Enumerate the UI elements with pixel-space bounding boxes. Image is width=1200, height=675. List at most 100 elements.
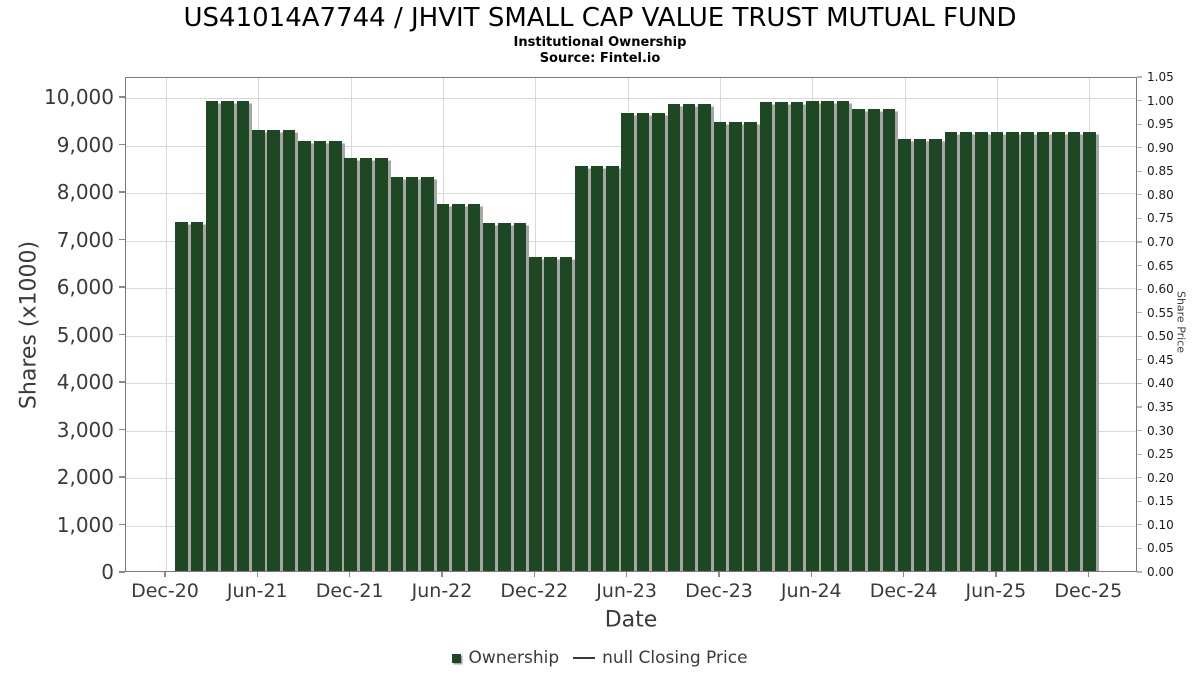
x-tick-mark bbox=[256, 572, 258, 577]
x-tick-label: Dec-20 bbox=[131, 580, 199, 602]
x-tick-mark bbox=[164, 572, 166, 577]
ownership-bar bbox=[867, 109, 881, 571]
y-tick-label-right: 0.90 bbox=[1147, 140, 1174, 155]
y-tick-mark-right bbox=[1137, 382, 1142, 384]
x-tick-label: Dec-23 bbox=[685, 580, 753, 602]
ownership-bar bbox=[729, 121, 742, 571]
ownership-bar bbox=[1021, 131, 1034, 571]
y-tick-mark-left bbox=[119, 286, 125, 288]
y-tick-label-left: 3,000 bbox=[56, 417, 114, 442]
ownership-bar bbox=[375, 158, 388, 571]
y-tick-mark-left bbox=[119, 476, 125, 478]
ownership-bar bbox=[682, 104, 696, 571]
ownership-bar bbox=[1083, 131, 1096, 571]
x-tick-mark bbox=[441, 572, 443, 577]
ownership-bar bbox=[344, 158, 357, 571]
y-tick-label-left: 4,000 bbox=[56, 370, 114, 394]
y-tick-mark-right bbox=[1137, 170, 1142, 172]
chart-source: Source: Fintel.io bbox=[539, 51, 661, 66]
ownership-bar bbox=[498, 222, 511, 571]
x-tick-mark bbox=[718, 572, 720, 577]
y-tick-label-right: 0.25 bbox=[1147, 447, 1174, 462]
ownership-bar bbox=[1067, 131, 1081, 571]
ownership-bar bbox=[252, 129, 265, 571]
x-tick-mark bbox=[902, 572, 905, 577]
y-tick-label-right: 0.55 bbox=[1147, 305, 1174, 320]
y-tick-mark-left bbox=[119, 191, 125, 193]
ownership-bar bbox=[806, 101, 819, 571]
x-tick-label: Jun-24 bbox=[780, 580, 842, 602]
y-tick-label-right: 1.00 bbox=[1147, 93, 1174, 108]
ownership-bar bbox=[313, 140, 327, 571]
y-tick-mark-left bbox=[119, 571, 125, 573]
ownership-bar bbox=[298, 140, 311, 571]
ownership-bar bbox=[436, 204, 450, 571]
y-tick-label-right: 1.05 bbox=[1147, 70, 1174, 84]
ownership-bar bbox=[575, 166, 588, 571]
y-tick-mark-right bbox=[1137, 500, 1142, 502]
y-tick-label-left: 7,000 bbox=[56, 227, 114, 252]
ownership-legend-label: Ownership bbox=[468, 648, 560, 668]
ownership-bar bbox=[1006, 131, 1019, 571]
y-tick-label-right: 0.65 bbox=[1147, 258, 1174, 273]
y-tick-mark-right bbox=[1137, 76, 1142, 78]
y-tick-label-right: 0.15 bbox=[1147, 494, 1174, 509]
ownership-bar bbox=[467, 204, 480, 571]
y-tick-label-right: 0.30 bbox=[1147, 423, 1174, 438]
legend: Ownership null Closing Price bbox=[0, 646, 1200, 670]
x-tick-mark bbox=[533, 572, 535, 577]
ownership-bar bbox=[559, 256, 573, 571]
y-tick-label-left: 9,000 bbox=[56, 132, 114, 157]
ownership-bar bbox=[175, 221, 188, 571]
y-tick-mark-right bbox=[1137, 123, 1142, 125]
ownership-bar bbox=[513, 222, 527, 571]
x-tick-mark bbox=[810, 572, 812, 577]
y-tick-label-right: 0.80 bbox=[1147, 187, 1174, 202]
x-tick-label: Dec-22 bbox=[500, 580, 569, 602]
y-tick-label-left: 2,000 bbox=[56, 465, 114, 489]
y-tick-mark-right bbox=[1137, 406, 1142, 408]
ownership-bar bbox=[421, 176, 434, 571]
ownership-bar bbox=[190, 221, 204, 571]
ownership-bar bbox=[959, 131, 973, 571]
x-axis-label: Date bbox=[604, 607, 658, 633]
ownership-bar bbox=[944, 131, 958, 571]
y-tick-label-right: 0.20 bbox=[1147, 470, 1174, 485]
y-tick-mark-right bbox=[1137, 524, 1142, 526]
ownership-bar bbox=[282, 129, 296, 571]
ownership-legend-swatch bbox=[452, 653, 462, 663]
ownership-bar bbox=[452, 204, 465, 571]
y-tick-mark-right bbox=[1137, 359, 1142, 361]
y-tick-label-right: 0.85 bbox=[1147, 164, 1174, 179]
x-tick-label: Jun-22 bbox=[411, 580, 473, 602]
x-tick-label: Dec-24 bbox=[869, 580, 938, 602]
y-tick-mark-left bbox=[119, 96, 125, 98]
ownership-bar bbox=[482, 222, 496, 571]
y-tick-mark-right bbox=[1137, 147, 1142, 149]
y-tick-mark-right bbox=[1137, 547, 1142, 549]
ownership-bar bbox=[759, 101, 773, 571]
ownership-bar bbox=[836, 101, 850, 571]
ownership-bar bbox=[267, 129, 280, 571]
gridline-horizontal bbox=[126, 98, 1136, 99]
y-axis-label-right: Share Price bbox=[1174, 290, 1188, 354]
y-tick-label-right: 0.75 bbox=[1147, 211, 1174, 226]
y-tick-label-right: 0.95 bbox=[1147, 117, 1174, 132]
y-tick-label-right: 0.45 bbox=[1147, 352, 1174, 367]
y-tick-mark-right bbox=[1137, 335, 1142, 337]
ownership-bar bbox=[744, 121, 757, 571]
y-tick-label-left: 10,000 bbox=[44, 85, 114, 109]
y-tick-label-left: 1,000 bbox=[56, 512, 114, 537]
y-tick-mark-right bbox=[1137, 100, 1142, 102]
y-tick-mark-left bbox=[119, 381, 125, 383]
ownership-bar bbox=[698, 104, 711, 571]
ownership-bar bbox=[713, 121, 727, 571]
y-tick-label-right: 0.10 bbox=[1147, 517, 1174, 532]
ownership-bar bbox=[975, 131, 988, 571]
y-tick-label-right: 0.35 bbox=[1147, 400, 1174, 414]
ownership-bar bbox=[929, 139, 942, 571]
y-tick-label-right: 0.70 bbox=[1147, 235, 1174, 249]
ownership-bar bbox=[667, 104, 681, 571]
y-tick-label-left: 5,000 bbox=[56, 322, 114, 347]
